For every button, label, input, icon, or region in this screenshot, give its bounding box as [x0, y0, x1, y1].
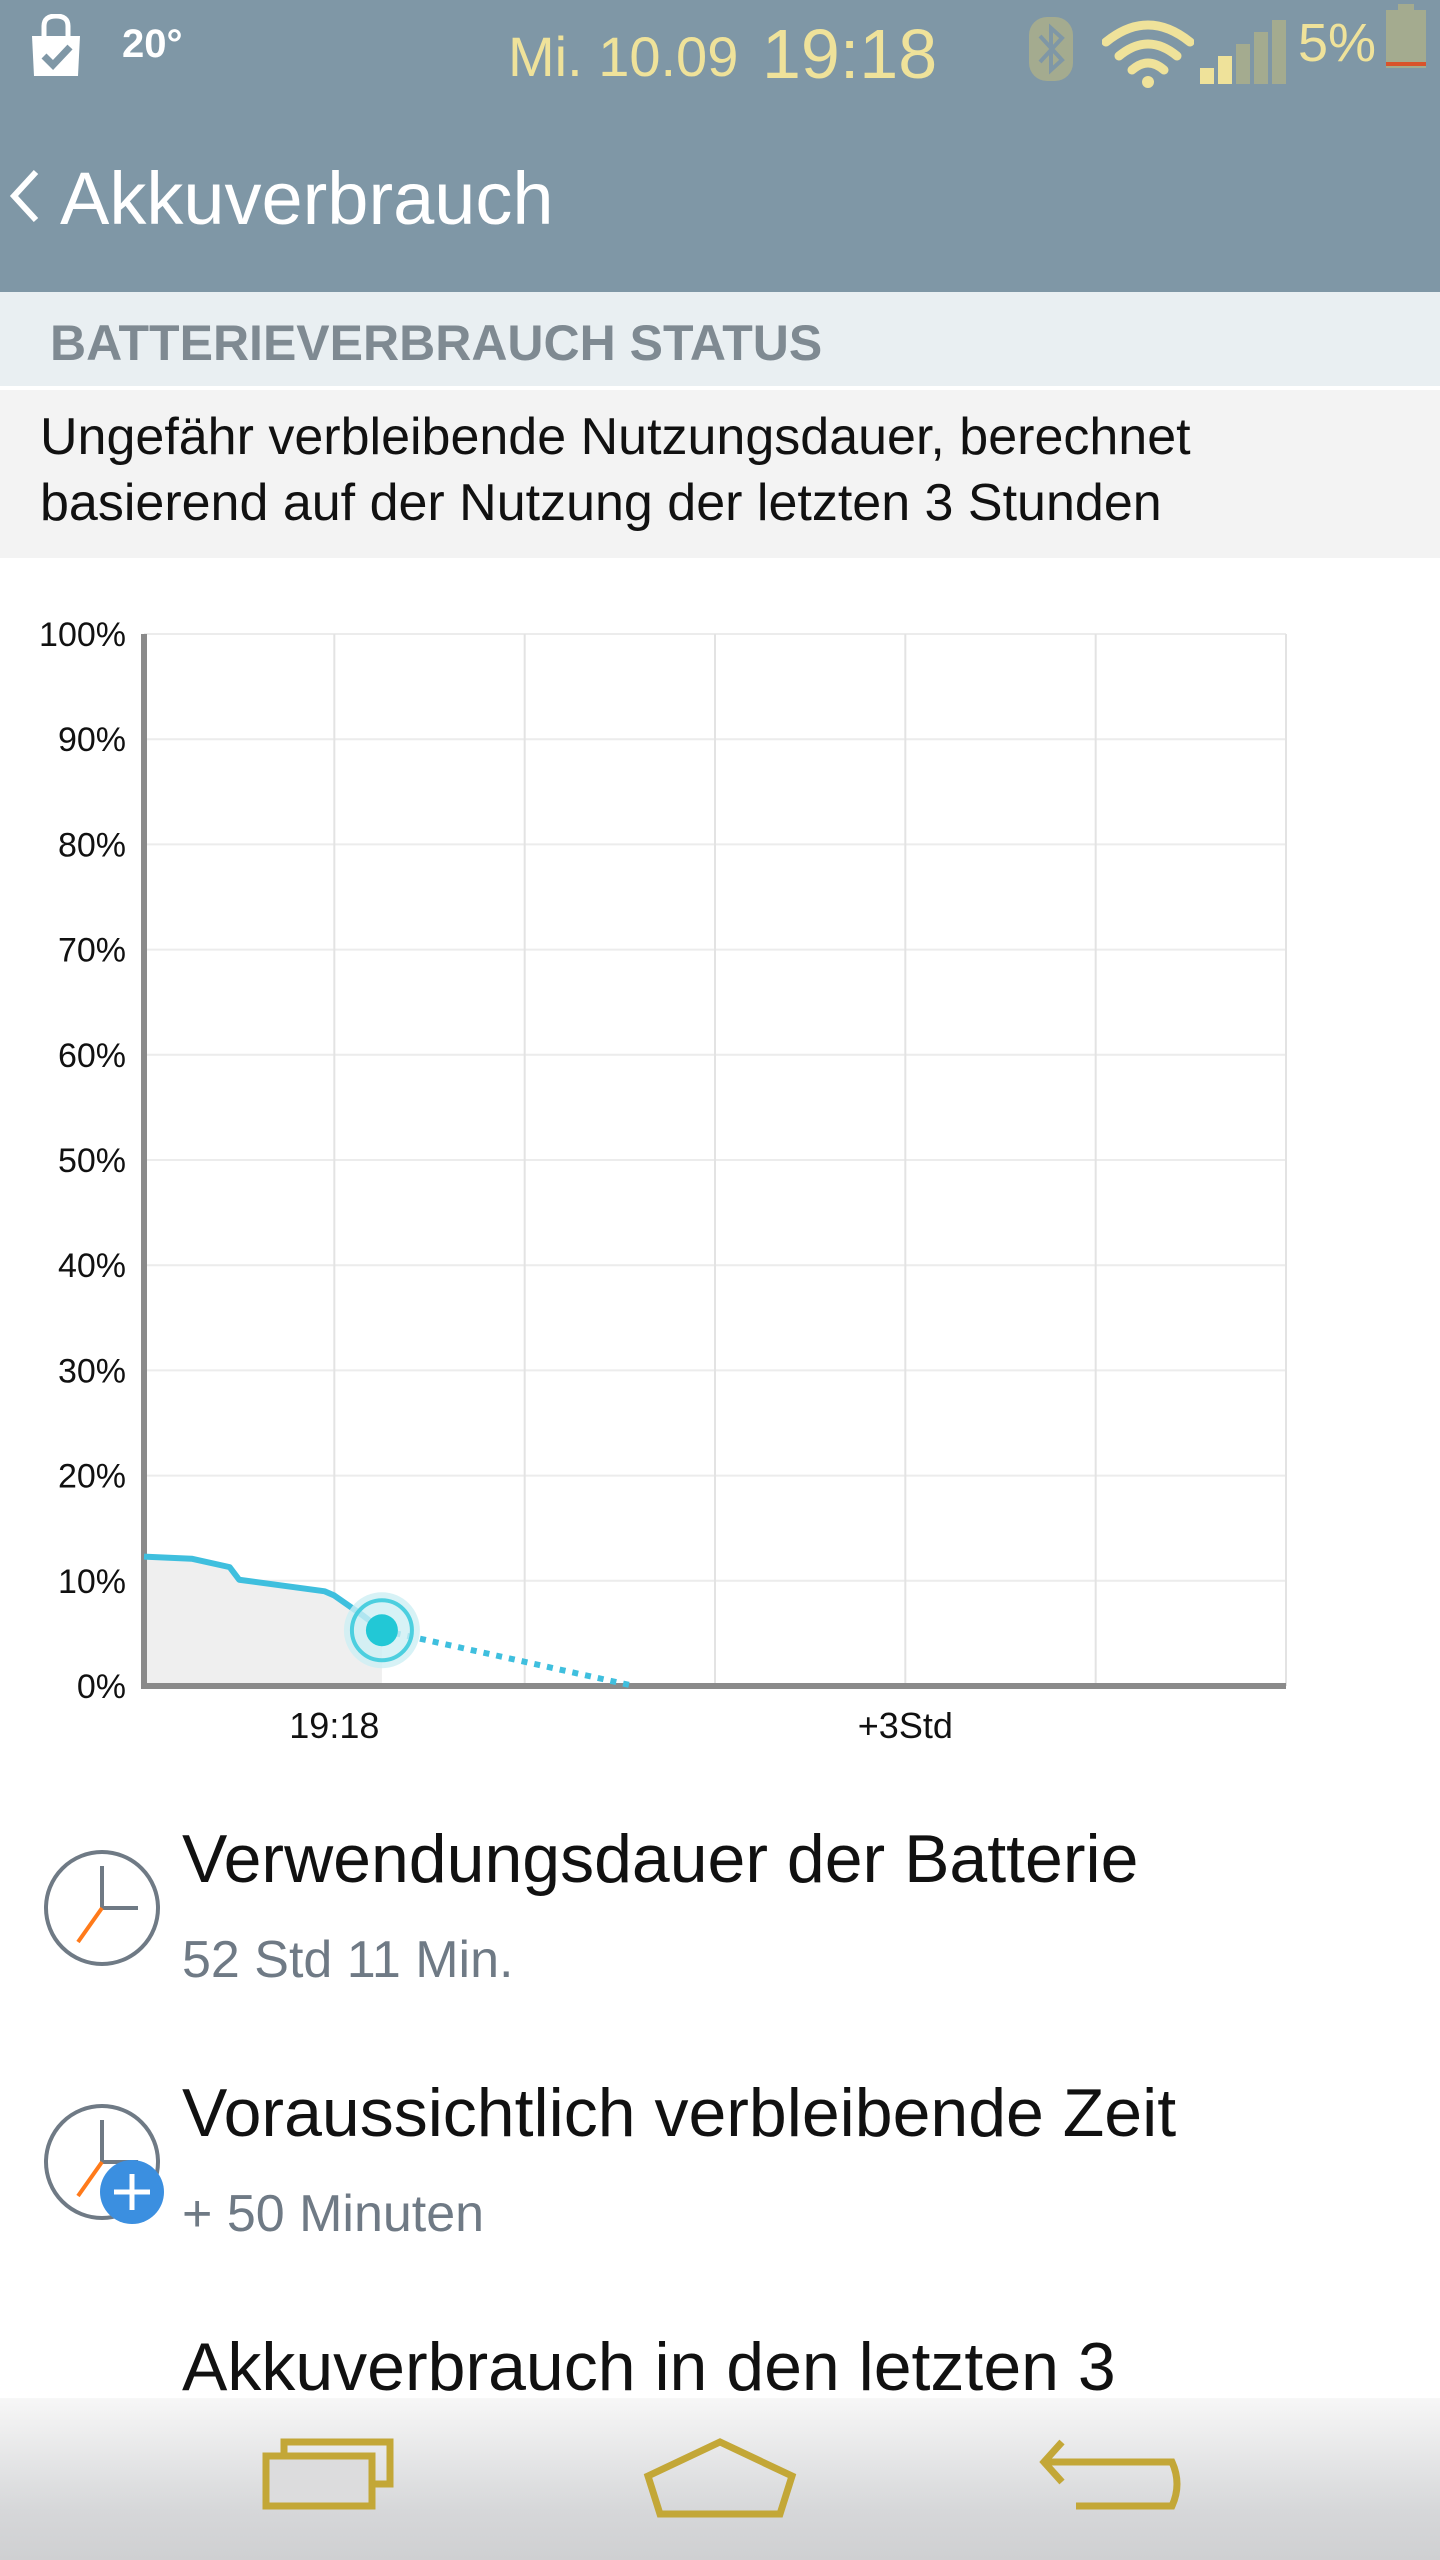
clock: 19:18 — [762, 15, 938, 93]
recent-apps-icon[interactable] — [254, 2432, 404, 2532]
clock-plus-icon — [44, 2104, 164, 2224]
section-header: BATTERIEVERBRAUCH STATUS — [0, 292, 1440, 386]
home-icon[interactable] — [640, 2432, 800, 2532]
y-tick-label: 30% — [58, 1352, 126, 1390]
navigation-bar — [0, 2398, 1440, 2560]
y-tick-label: 50% — [58, 1142, 126, 1180]
list-item-subtitle: 52 Std 11 Min. — [182, 1931, 514, 1989]
shopping-bag-icon — [32, 14, 80, 76]
y-tick-label: 40% — [58, 1247, 126, 1285]
y-tick-label: 70% — [58, 932, 126, 970]
prediction-line — [381, 1627, 630, 1688]
list-item-last-3-hours[interactable]: Akkuverbrauch in den letzten 3 — [0, 2328, 1440, 2408]
y-tick-label: 90% — [58, 721, 126, 759]
section-header-label: BATTERIEVERBRAUCH STATUS — [50, 315, 823, 371]
page-title: Akkuverbrauch — [60, 157, 554, 240]
list-item-title: Verwendungsdauer der Batterie — [182, 1821, 1139, 1897]
battery-percent: 5% — [1298, 13, 1377, 73]
description-box: Ungefähr verbleibende Nutzungsdauer, ber… — [0, 390, 1440, 558]
battery-chart: 0% 10% 20% 30% 40% 50% 60% 70% 80% 90% 100% 19:18 +3… — [39, 616, 1287, 1746]
y-tick-label: 10% — [58, 1563, 126, 1601]
y-tick-label: 0% — [77, 1668, 126, 1706]
battery-icon — [1386, 4, 1426, 68]
list-item-title: Voraussichtlich verbleibende Zeit — [182, 2075, 1177, 2151]
list-item-title: Akkuverbrauch in den letzten 3 — [182, 2329, 1116, 2405]
divider — [0, 386, 1440, 390]
action-bar: Akkuverbrauch — [0, 100, 1440, 292]
bluetooth-icon — [1029, 17, 1073, 81]
signal-icon — [1200, 20, 1286, 84]
clock-icon — [44, 1850, 160, 1966]
status-bar: 20° Mi. 10.09 19:18 5% — [0, 0, 1440, 100]
current-point — [365, 1614, 398, 1647]
description-text: Ungefähr verbleibende Nutzungsdauer, ber… — [40, 408, 1191, 532]
history-area — [144, 1556, 382, 1686]
y-tick-label: 100% — [39, 616, 126, 654]
x-tick-label: 19:18 — [289, 1705, 379, 1746]
y-tick-label: 60% — [58, 1037, 126, 1075]
x-tick-label: +3Std — [858, 1705, 953, 1746]
chevron-left-icon[interactable] — [0, 100, 70, 292]
wifi-icon — [1102, 20, 1194, 88]
current-point-ring — [349, 1598, 414, 1663]
date: Mi. 10.09 — [508, 25, 739, 88]
y-tick-label: 20% — [58, 1458, 126, 1496]
y-tick-label: 80% — [58, 826, 126, 864]
list-item-battery-usage-time[interactable]: Verwendungsdauer der Batterie 52 Std 11 … — [0, 1820, 1440, 2040]
list-item-remaining-time[interactable]: Voraussichtlich verbleibende Zeit + 50 M… — [0, 2074, 1440, 2294]
temperature: 20° — [122, 22, 183, 66]
list-item-subtitle: + 50 Minuten — [182, 2185, 485, 2243]
back-icon[interactable] — [1036, 2432, 1186, 2532]
